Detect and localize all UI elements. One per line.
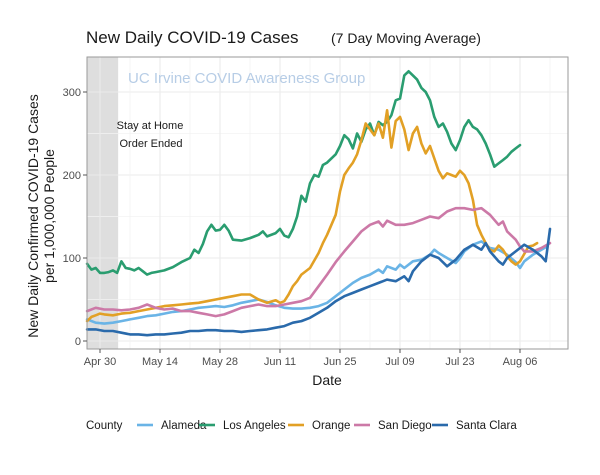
watermark: UC Irvine COVID Awareness Group bbox=[128, 70, 365, 87]
x-axis-title: Date bbox=[312, 372, 342, 388]
legend-label: San Diego bbox=[378, 420, 432, 432]
shaded-region-rect bbox=[87, 57, 119, 349]
x-tick-label: May 28 bbox=[202, 356, 238, 368]
series-lines bbox=[85, 70, 552, 337]
x-tick-label: Jul 09 bbox=[385, 356, 414, 368]
legend-label: Orange bbox=[312, 420, 350, 432]
x-tick-label: Jun 11 bbox=[264, 356, 296, 368]
series-line-orange bbox=[85, 109, 539, 323]
plot-area bbox=[87, 57, 568, 349]
chart-subtitle: (7 Day Moving Average) bbox=[331, 30, 481, 46]
x-tick-label: Jun 25 bbox=[323, 356, 356, 368]
annotation-line-1: Stay at Home bbox=[117, 120, 184, 132]
legend-label: Alameda bbox=[161, 420, 207, 432]
y-tick-label: 300 bbox=[63, 87, 81, 99]
y-axis-title-line-2: per 1,000,000 People bbox=[41, 149, 57, 283]
legend-title: County bbox=[86, 420, 123, 432]
annotation-line-2: Order Ended bbox=[120, 138, 183, 150]
y-tick-label: 100 bbox=[63, 253, 81, 265]
legend-label: Los Angeles bbox=[223, 420, 286, 432]
legend-label: Santa Clara bbox=[456, 420, 517, 432]
x-tick-label: Jul 23 bbox=[445, 356, 474, 368]
y-axis: 0 100 200 300 bbox=[63, 87, 87, 348]
y-tick-label: 200 bbox=[63, 170, 81, 182]
x-tick-label: Aug 06 bbox=[503, 356, 538, 368]
stay-at-home-shaded-region bbox=[87, 57, 119, 349]
chart-title: New Daily COVID-19 Cases bbox=[86, 28, 299, 47]
series-line-santa-clara bbox=[85, 227, 552, 337]
series-line-los-angeles bbox=[85, 70, 522, 276]
x-axis: Apr 30 May 14 May 28 Jun 11 Jun 25 Jul 09 Jul … bbox=[84, 349, 538, 368]
y-axis-title-line-1: New Daily Confirmed COVID-19 Cases bbox=[25, 94, 41, 338]
gridlines bbox=[87, 57, 568, 349]
y-tick-label: 0 bbox=[75, 336, 81, 348]
x-tick-label: May 14 bbox=[142, 356, 178, 368]
series-line-san-diego bbox=[85, 206, 552, 318]
plot-background bbox=[87, 57, 568, 349]
plot-border bbox=[86, 56, 569, 350]
plot-frame bbox=[86, 56, 569, 350]
legend: County Alameda Los Angeles Orange San Diego… bbox=[86, 420, 517, 432]
x-tick-label: Apr 30 bbox=[84, 356, 116, 368]
